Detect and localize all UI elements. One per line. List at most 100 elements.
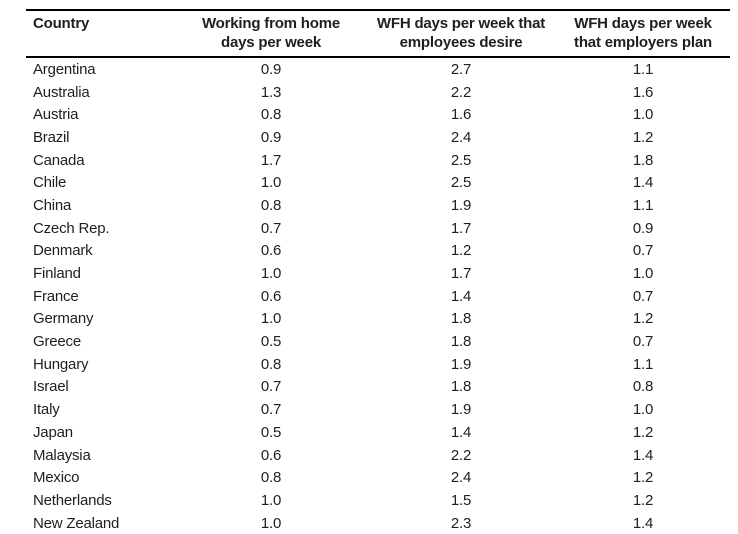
value-cell: 0.5 <box>260 423 282 441</box>
country-cell: Hungary <box>33 355 89 373</box>
value-cell: 2.2 <box>450 83 472 101</box>
table-row: Japan 0.5 1.4 1.2 <box>26 421 730 444</box>
table-row: Brazil 0.9 2.4 1.2 <box>26 126 730 149</box>
value-cell: 2.4 <box>450 128 472 146</box>
table-row: Italy 0.7 1.9 1.0 <box>26 398 730 421</box>
country-cell: Brazil <box>33 128 70 146</box>
value-cell: 1.0 <box>632 401 654 419</box>
column-header-country: Country <box>26 14 176 52</box>
column-header-line1: Working from home <box>202 15 340 32</box>
table-row: Canada 1.7 2.5 1.8 <box>26 149 730 172</box>
value-cell: 1.0 <box>260 174 282 192</box>
value-cell: 0.7 <box>260 378 282 396</box>
table-row: Malaysia 0.6 2.2 1.4 <box>26 444 730 467</box>
value-cell: 2.3 <box>450 514 472 532</box>
value-cell: 1.2 <box>632 310 654 328</box>
country-cell: Argentina <box>33 60 96 78</box>
country-cell: Italy <box>33 401 60 419</box>
column-header-line2: employees desire <box>399 34 523 51</box>
value-cell: 1.0 <box>260 491 282 509</box>
country-cell: Malaysia <box>33 446 91 464</box>
value-cell: 2.4 <box>450 469 472 487</box>
value-cell: 1.4 <box>632 446 654 464</box>
table-row: Denmark 0.6 1.2 0.7 <box>26 240 730 263</box>
table-row: Australia 1.3 2.2 1.6 <box>26 81 730 104</box>
value-cell: 1.7 <box>450 219 472 237</box>
column-header-wfh-days-per-week: Working from home days per week <box>176 14 366 52</box>
country-cell: Denmark <box>33 242 93 260</box>
value-cell: 1.0 <box>260 265 282 283</box>
country-cell: Greece <box>33 333 81 351</box>
value-cell: 0.6 <box>260 242 282 260</box>
table-row: Mexico 0.8 2.4 1.2 <box>26 466 730 489</box>
country-cell: Canada <box>33 151 85 169</box>
value-cell: 0.8 <box>260 469 282 487</box>
value-cell: 1.8 <box>450 378 472 396</box>
value-cell: 1.4 <box>450 423 472 441</box>
value-cell: 0.7 <box>260 401 282 419</box>
value-cell: 1.9 <box>450 401 472 419</box>
column-header-employers-plan: WFH days per week that employers plan <box>556 14 730 52</box>
country-cell: Australia <box>33 83 90 101</box>
value-cell: 1.8 <box>450 310 472 328</box>
value-cell: 1.7 <box>450 265 472 283</box>
table-row: Israel 0.7 1.8 0.8 <box>26 376 730 399</box>
table-row: Argentina 0.9 2.7 1.1 <box>26 58 730 81</box>
table-row: Hungary 0.8 1.9 1.1 <box>26 353 730 376</box>
value-cell: 0.8 <box>260 196 282 214</box>
value-cell: 1.6 <box>632 83 654 101</box>
value-cell: 1.0 <box>632 106 654 124</box>
value-cell: 1.7 <box>260 151 282 169</box>
value-cell: 1.8 <box>450 333 472 351</box>
value-cell: 0.7 <box>632 333 654 351</box>
table-body: Argentina 0.9 2.7 1.1 Australia 1.3 2.2 1.6 Aust… <box>26 58 730 534</box>
value-cell: 1.2 <box>450 242 472 260</box>
table-row: Czech Rep. 0.7 1.7 0.9 <box>26 217 730 240</box>
value-cell: 0.6 <box>260 287 282 305</box>
value-cell: 0.9 <box>260 128 282 146</box>
table-row: Chile 1.0 2.5 1.4 <box>26 171 730 194</box>
column-header-line2: days per week <box>221 34 321 51</box>
country-cell: Germany <box>33 310 94 328</box>
column-header-line2: that employers plan <box>574 34 712 51</box>
country-cell: Finland <box>33 265 81 283</box>
table-row: Netherlands 1.0 1.5 1.2 <box>26 489 730 512</box>
page: { "colors": { "background": "#ffffff", "… <box>26 9 730 532</box>
column-header-employees-desire: WFH days per week that employees desire <box>366 14 556 52</box>
column-header-country-label: Country <box>33 15 90 32</box>
value-cell: 1.2 <box>632 491 654 509</box>
value-cell: 1.1 <box>632 355 654 373</box>
value-cell: 1.3 <box>260 83 282 101</box>
country-cell: France <box>33 287 79 305</box>
table-row: China 0.8 1.9 1.1 <box>26 194 730 217</box>
value-cell: 0.8 <box>260 355 282 373</box>
value-cell: 2.7 <box>450 60 472 78</box>
table-row: Greece 0.5 1.8 0.7 <box>26 330 730 353</box>
country-cell: Netherlands <box>33 491 112 509</box>
value-cell: 2.2 <box>450 446 472 464</box>
value-cell: 1.0 <box>260 310 282 328</box>
table-row: Germany 1.0 1.8 1.2 <box>26 308 730 331</box>
value-cell: 2.5 <box>450 174 472 192</box>
table-header-row: Country Working from home days per week … <box>26 9 730 58</box>
value-cell: 0.7 <box>632 242 654 260</box>
value-cell: 1.5 <box>450 491 472 509</box>
table-row: New Zealand 1.0 2.3 1.4 <box>26 512 730 534</box>
table-row: Austria 0.8 1.6 1.0 <box>26 103 730 126</box>
value-cell: 1.0 <box>260 514 282 532</box>
value-cell: 1.2 <box>632 469 654 487</box>
value-cell: 0.9 <box>260 60 282 78</box>
table-row: France 0.6 1.4 0.7 <box>26 285 730 308</box>
value-cell: 1.4 <box>632 514 654 532</box>
country-cell: Japan <box>33 423 73 441</box>
value-cell: 0.8 <box>632 378 654 396</box>
value-cell: 2.5 <box>450 151 472 169</box>
value-cell: 1.9 <box>450 196 472 214</box>
value-cell: 1.1 <box>632 196 654 214</box>
country-cell: Austria <box>33 106 79 124</box>
table-row: Finland 1.0 1.7 1.0 <box>26 262 730 285</box>
value-cell: 0.5 <box>260 333 282 351</box>
country-cell: Mexico <box>33 469 80 487</box>
country-cell: China <box>33 196 72 214</box>
value-cell: 0.7 <box>632 287 654 305</box>
